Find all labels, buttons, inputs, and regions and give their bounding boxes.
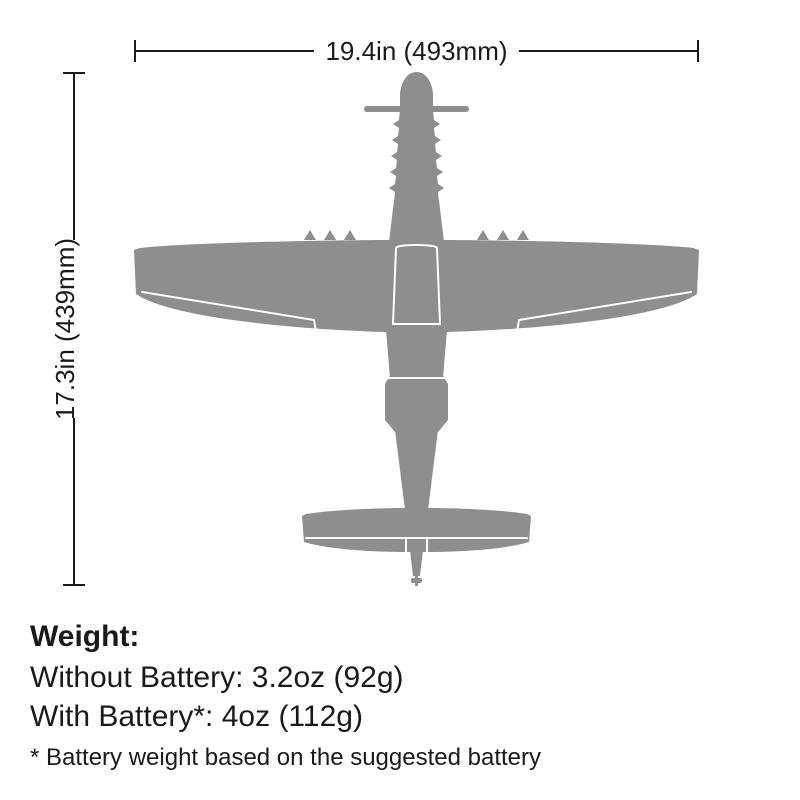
wings	[134, 240, 699, 332]
radiator-scoop	[385, 372, 448, 432]
airplane-silhouette	[134, 72, 699, 586]
spinner	[400, 72, 433, 110]
weight-without-battery: Without Battery: 3.2oz (92g)	[30, 658, 770, 697]
wingspan-tick-right	[697, 40, 699, 62]
cowling	[389, 110, 444, 202]
length-line-top	[73, 72, 75, 240]
weight-without-value: 3.2oz (92g)	[252, 661, 404, 694]
forward-fuselage	[389, 200, 444, 242]
weight-without-label: Without Battery:	[30, 661, 243, 694]
weight-with-label: With Battery*:	[30, 700, 213, 733]
weight-footnote: * Battery weight based on the suggested …	[30, 744, 770, 772]
weight-with-value: 4oz (112g)	[222, 700, 363, 733]
tailwheel-tire	[411, 578, 422, 583]
length-dimension: 17.3in (439mm)	[40, 72, 90, 586]
rear-fuselage	[395, 430, 438, 518]
wingspan-dimension: 19.4in (493mm)	[134, 32, 699, 72]
weight-with-battery: With Battery*: 4oz (112g)	[30, 697, 770, 736]
length-line-bottom	[73, 418, 75, 586]
horizontal-stabilizer	[302, 508, 531, 552]
weight-title: Weight:	[30, 620, 770, 654]
weight-block: Weight: Without Battery: 3.2oz (92g) Wit…	[30, 620, 770, 772]
tail-cone	[410, 550, 423, 576]
airplane-group	[134, 72, 699, 586]
wingspan-line-right	[519, 50, 699, 52]
length-tick-bottom	[63, 584, 85, 586]
